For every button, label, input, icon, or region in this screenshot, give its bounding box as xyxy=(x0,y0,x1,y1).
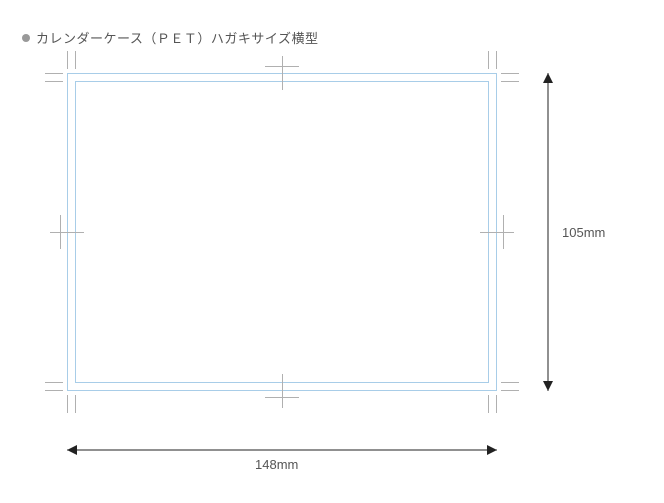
crop-tr-v2 xyxy=(488,51,489,69)
crop-bl-v2 xyxy=(75,395,76,413)
center-bottom-h xyxy=(265,397,299,398)
crop-bl-h xyxy=(45,390,63,391)
width-arrow xyxy=(61,444,503,456)
crop-tr-h2 xyxy=(501,81,519,82)
crop-br-h2 xyxy=(501,382,519,383)
width-label: 148mm xyxy=(255,457,298,472)
center-left-v xyxy=(60,215,61,249)
crop-tl-h2 xyxy=(45,81,63,82)
center-left-h xyxy=(50,232,84,233)
crop-tr-v xyxy=(496,51,497,69)
crop-tl-v2 xyxy=(75,51,76,69)
inner-safe-rect xyxy=(75,81,489,383)
center-bottom-v xyxy=(282,374,283,408)
center-top-v xyxy=(282,56,283,90)
crop-tl-h xyxy=(45,73,63,74)
center-top-h xyxy=(265,66,299,67)
crop-br-h xyxy=(501,390,519,391)
center-right-h xyxy=(480,232,514,233)
crop-br-v xyxy=(496,395,497,413)
crop-bl-h2 xyxy=(45,382,63,383)
crop-br-v2 xyxy=(488,395,489,413)
bullet-icon xyxy=(22,34,30,42)
page-title: カレンダーケース（ＰＥＴ）ハガキサイズ横型 xyxy=(36,28,318,47)
crop-bl-v xyxy=(67,395,68,413)
title-row: カレンダーケース（ＰＥＴ）ハガキサイズ横型 xyxy=(22,28,318,47)
crop-tr-h xyxy=(501,73,519,74)
center-right-v xyxy=(503,215,504,249)
height-label: 105mm xyxy=(562,225,605,240)
height-arrow xyxy=(542,67,554,397)
crop-tl-v xyxy=(67,51,68,69)
diagram-stage: 148mm 105mm xyxy=(0,55,664,475)
